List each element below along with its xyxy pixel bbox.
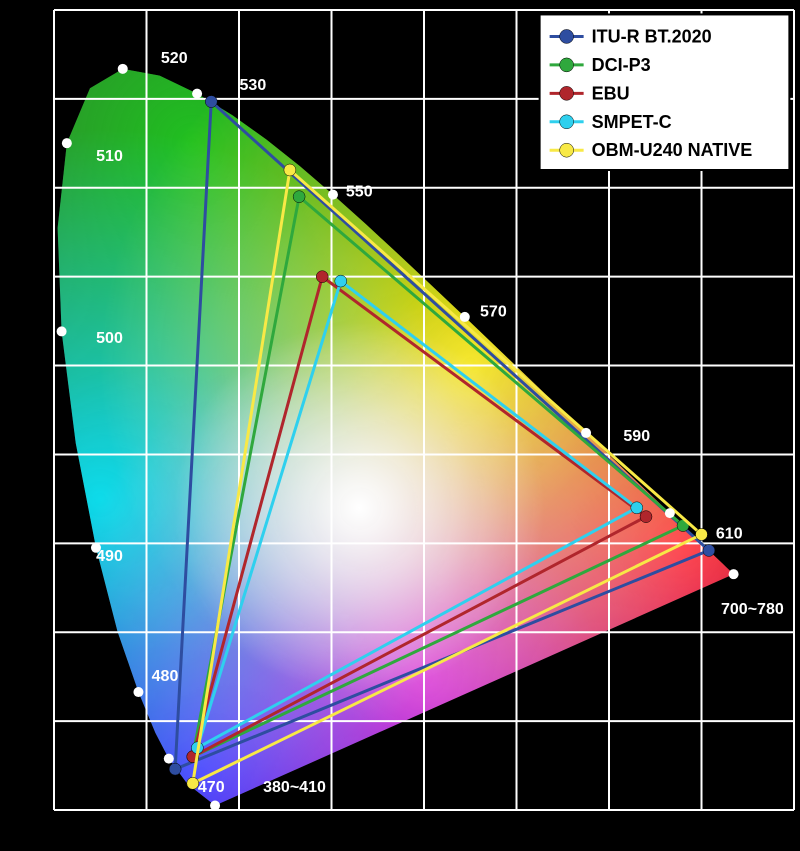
y-tick-label: 0.900: [6, 2, 46, 19]
x-tick-label: 0.100: [126, 822, 166, 839]
legend-marker-bt2020: [560, 29, 574, 43]
locus-marker: [581, 428, 591, 438]
x-tick-label: 0.200: [219, 822, 259, 839]
locus-label: 570: [480, 303, 507, 320]
x-tick-label: 0.700: [681, 822, 721, 839]
locus-marker: [62, 138, 72, 148]
gamut-smptec-vertex: [335, 275, 347, 287]
x-tick-label: 0.800: [774, 822, 800, 839]
legend-marker-ebu: [560, 86, 574, 100]
x-tick-label: 0.500: [496, 822, 536, 839]
legend-label-bt2020: ITU-R BT.2020: [592, 26, 712, 46]
locus-marker: [460, 312, 470, 322]
gamut-bt2020-vertex: [205, 96, 217, 108]
y-tick-label: 0.600: [6, 269, 46, 286]
y-tick-label: 0.200: [6, 624, 46, 641]
gamut-dcip3-vertex: [293, 191, 305, 203]
gamut-bt2020-vertex: [169, 763, 181, 775]
locus-marker: [57, 326, 67, 336]
locus-label: 480: [152, 668, 179, 685]
legend-label-native: OBM-U240 NATIVE: [592, 140, 753, 160]
locus-label: 500: [96, 330, 123, 347]
locus-marker: [665, 508, 675, 518]
gamut-smptec-vertex: [631, 502, 643, 514]
gamut-bt2020-vertex: [703, 544, 715, 556]
gamut-ebu-vertex: [640, 511, 652, 523]
legend-marker-smptec: [560, 115, 574, 129]
y-tick-label: 0.300: [6, 535, 46, 552]
locus-label: 470: [198, 779, 225, 796]
locus-marker: [192, 89, 202, 99]
locus-marker: [729, 569, 739, 579]
y-tick-label: 0.500: [6, 358, 46, 375]
x-tick-label: 0.300: [311, 822, 351, 839]
locus-label: 510: [96, 148, 123, 165]
locus-marker: [210, 801, 220, 811]
legend-label-smptec: SMPET-C: [592, 112, 672, 132]
legend-label-dcip3: DCI-P3: [592, 55, 651, 75]
legend-label-ebu: EBU: [592, 83, 630, 103]
locus-marker: [164, 754, 174, 764]
locus-label: 590: [623, 428, 650, 445]
plot-area: 380~410 470 480 490 500 510 520 530 550 570 590 610…: [0, 0, 800, 851]
locus-marker: [328, 190, 338, 200]
y-tick-label: 0.700: [6, 180, 46, 197]
y-tick-label: 0.800: [6, 91, 46, 108]
x-tick-label: 0.400: [404, 822, 444, 839]
gamut-native-vertex: [284, 164, 296, 176]
chromaticity-chart: 380~410 470 480 490 500 510 520 530 550 570 590 610…: [0, 0, 800, 851]
legend-marker-native: [560, 143, 574, 157]
gamut-ebu-vertex: [316, 271, 328, 283]
locus-label: 520: [161, 50, 188, 67]
gamut-native-vertex: [696, 528, 708, 540]
locus-label: 550: [346, 183, 373, 200]
locus-marker: [133, 687, 143, 697]
y-tick-label: 0.400: [6, 446, 46, 463]
locus-label: 700~780: [721, 601, 784, 618]
locus-marker: [118, 64, 128, 74]
y-tick-label: 0.000: [6, 802, 46, 819]
y-tick-label: 0.100: [6, 713, 46, 730]
legend-marker-dcip3: [560, 58, 574, 72]
locus-label: 490: [96, 548, 123, 565]
locus-label: 530: [240, 77, 267, 94]
x-tick-label: 0.600: [589, 822, 629, 839]
locus-label: 610: [716, 526, 743, 543]
locus-label: 380~410: [263, 779, 326, 796]
